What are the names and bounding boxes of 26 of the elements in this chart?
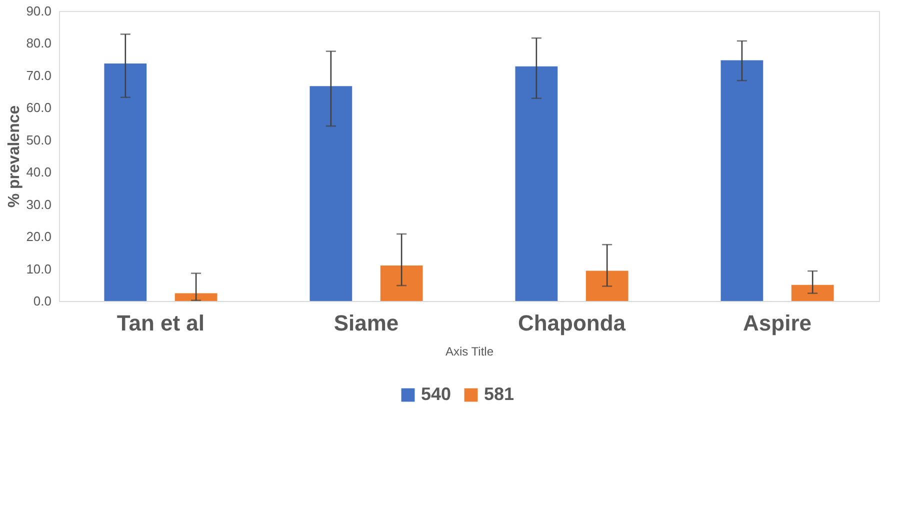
y-tick-label: 0.0 [33,294,52,308]
legend-label: 581 [484,384,514,404]
y-tick-label: 40.0 [26,164,52,180]
x-tick-label: Siame [334,310,399,336]
y-tick-label: 80.0 [26,36,52,51]
x-tick-label: Chaponda [518,310,626,336]
bar [174,293,218,301]
x-tick-label: Tan et al [116,310,205,336]
y-tick-label: 90.0 [26,4,52,18]
bar [380,266,423,301]
bar [515,66,558,301]
y-axis-title: % prevalence [6,105,24,208]
x-tick-label: Aspire [743,310,812,336]
legend-label: 540 [421,384,452,404]
y-tick-label: 70.0 [26,68,52,83]
bar [586,270,628,301]
bar [720,60,764,301]
y-tick-label: 50.0 [26,132,52,148]
bar [791,284,834,301]
y-tick-label: 20.0 [26,229,52,244]
x-axis-title: Axis Title [445,344,494,358]
y-tick-label: 60.0 [26,100,52,116]
y-tick-label: 30.0 [26,196,52,212]
y-tick-label: 10.0 [26,261,52,276]
bar [310,86,352,301]
bar [104,64,147,301]
